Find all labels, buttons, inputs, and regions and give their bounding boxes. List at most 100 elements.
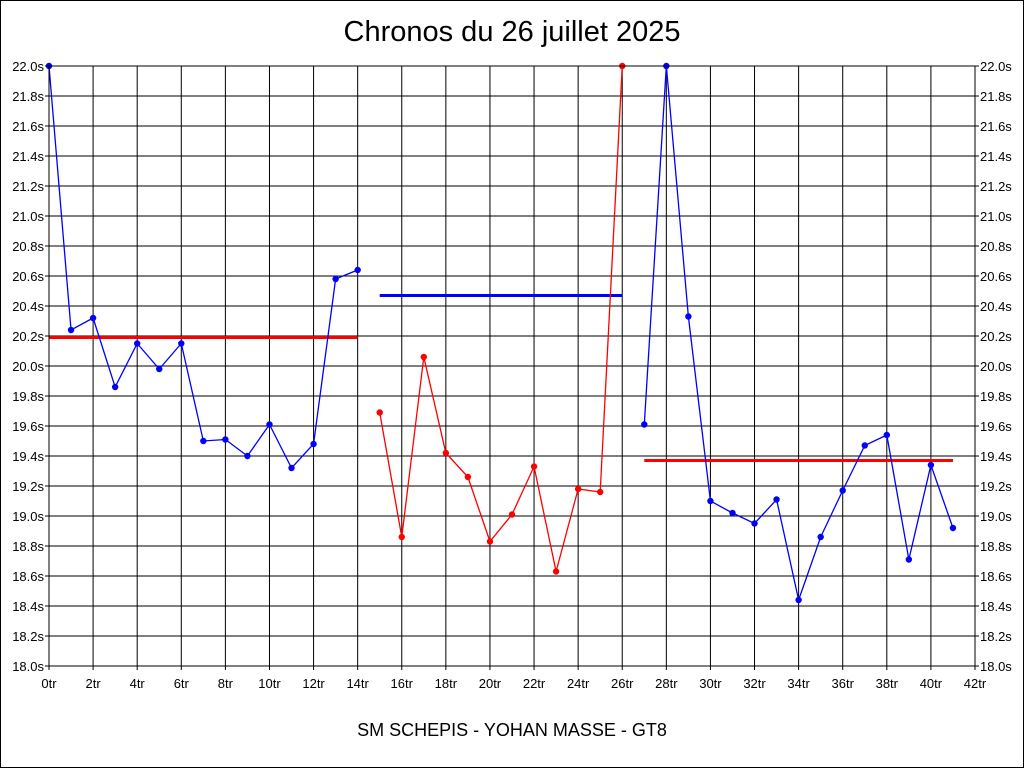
data-point	[156, 365, 163, 373]
y-tick-label-left: 22.0s	[12, 59, 44, 74]
x-tick-label: 4tr	[130, 676, 146, 691]
y-tick-label-right: 19.0s	[980, 509, 1012, 524]
plot-border	[48, 65, 976, 667]
y-tick-label-right: 21.0s	[980, 209, 1012, 224]
y-tick-label-right: 21.8s	[980, 89, 1012, 104]
y-tick-label-right: 19.8s	[980, 389, 1012, 404]
y-tick-label-right: 21.2s	[980, 179, 1012, 194]
y-tick-label-right: 20.8s	[980, 239, 1012, 254]
x-tick-label: 40tr	[920, 676, 943, 691]
y-tick-label-right: 20.2s	[980, 329, 1012, 344]
data-point	[817, 533, 824, 541]
y-tick-label-right: 21.6s	[980, 119, 1012, 134]
y-tick-label-left: 21.6s	[12, 119, 44, 134]
x-tick-label: 8tr	[218, 676, 234, 691]
y-tick-label-left: 19.2s	[12, 479, 44, 494]
y-tick-label-left: 20.8s	[12, 239, 44, 254]
y-tick-label-right: 20.0s	[980, 359, 1012, 374]
data-point	[552, 568, 560, 575]
data-point	[200, 437, 207, 445]
x-tick-label: 12tr	[302, 676, 325, 691]
y-tick-label-right: 19.2s	[980, 479, 1012, 494]
data-point	[773, 496, 780, 503]
data-point	[707, 497, 714, 505]
y-tick-label-right: 18.2s	[980, 629, 1012, 644]
y-tick-label-left: 21.8s	[12, 89, 44, 104]
y-tick-label-right: 22.0s	[980, 59, 1012, 74]
data-point	[839, 487, 846, 494]
x-tick-label: 32tr	[743, 676, 766, 691]
data-point	[420, 353, 428, 361]
data-point	[949, 524, 957, 532]
y-tick-label-left: 19.0s	[12, 509, 44, 524]
y-tick-label-right: 20.4s	[980, 299, 1012, 314]
data-point	[133, 340, 141, 347]
data-point	[332, 275, 339, 283]
data-point	[751, 520, 758, 527]
data-point	[398, 533, 405, 541]
y-tick-label-left: 18.6s	[12, 569, 44, 584]
series-line	[379, 65, 623, 572]
data-point	[244, 452, 251, 460]
data-point	[574, 485, 582, 493]
y-tick-label-right: 18.6s	[980, 569, 1012, 584]
x-tick-label: 0tr	[41, 676, 57, 691]
data-point	[795, 596, 802, 604]
y-tick-label-left: 20.4s	[12, 299, 44, 314]
chart-footer: SM SCHEPIS - YOHAN MASSE - GT8	[357, 720, 667, 740]
x-tick-label: 16tr	[391, 676, 414, 691]
x-tick-label: 10tr	[258, 676, 281, 691]
x-tick-label: 34tr	[787, 676, 810, 691]
data-point	[596, 488, 604, 496]
data-point	[266, 421, 273, 428]
x-tick-label: 6tr	[174, 676, 190, 691]
x-tick-label: 36tr	[832, 676, 855, 691]
data-point	[376, 409, 383, 416]
y-tick-label-right: 18.0s	[980, 659, 1012, 674]
data-point	[883, 431, 891, 439]
x-tick-label: 26tr	[611, 676, 634, 691]
y-tick-label-right: 19.4s	[980, 449, 1012, 464]
y-tick-label-right: 18.8s	[980, 539, 1012, 554]
data-point	[67, 326, 75, 334]
data-point	[486, 538, 494, 545]
y-tick-label-left: 18.0s	[12, 659, 44, 674]
y-tick-label-right: 19.6s	[980, 419, 1012, 434]
y-tick-label-left: 21.2s	[12, 179, 44, 194]
y-tick-label-left: 21.0s	[12, 209, 44, 224]
data-point	[685, 313, 692, 320]
y-tick-label-left: 20.0s	[12, 359, 44, 374]
x-tick-label: 14tr	[346, 676, 369, 691]
x-tick-label: 42tr	[964, 676, 987, 691]
y-tick-label-right: 21.4s	[980, 149, 1012, 164]
y-tick-label-left: 18.8s	[12, 539, 44, 554]
y-tick-label-right: 20.6s	[980, 269, 1012, 284]
x-tick-label: 30tr	[699, 676, 722, 691]
y-tick-label-left: 18.2s	[12, 629, 44, 644]
y-tick-label-left: 19.8s	[12, 389, 44, 404]
x-tick-label: 2tr	[86, 676, 102, 691]
data-point	[288, 464, 295, 472]
data-point	[111, 383, 119, 391]
data-point	[729, 509, 736, 517]
x-tick-label: 28tr	[655, 676, 678, 691]
x-tick-label: 18tr	[435, 676, 458, 691]
y-tick-label-left: 18.4s	[12, 599, 44, 614]
x-tick-label: 38tr	[876, 676, 899, 691]
y-tick-label-left: 20.6s	[12, 269, 44, 284]
data-point	[641, 421, 648, 428]
data-point	[905, 556, 913, 563]
y-tick-label-left: 19.4s	[12, 449, 44, 464]
data-point	[222, 436, 229, 443]
chart-title: Chronos du 26 juillet 2025	[343, 16, 681, 48]
x-tick-label: 22tr	[523, 676, 546, 691]
y-tick-label-left: 21.4s	[12, 149, 44, 164]
data-point	[178, 340, 185, 347]
y-tick-label-left: 19.6s	[12, 419, 44, 434]
data-point	[861, 442, 868, 449]
x-tick-label: 20tr	[479, 676, 502, 691]
data-point	[508, 511, 516, 518]
data-point	[354, 266, 361, 274]
